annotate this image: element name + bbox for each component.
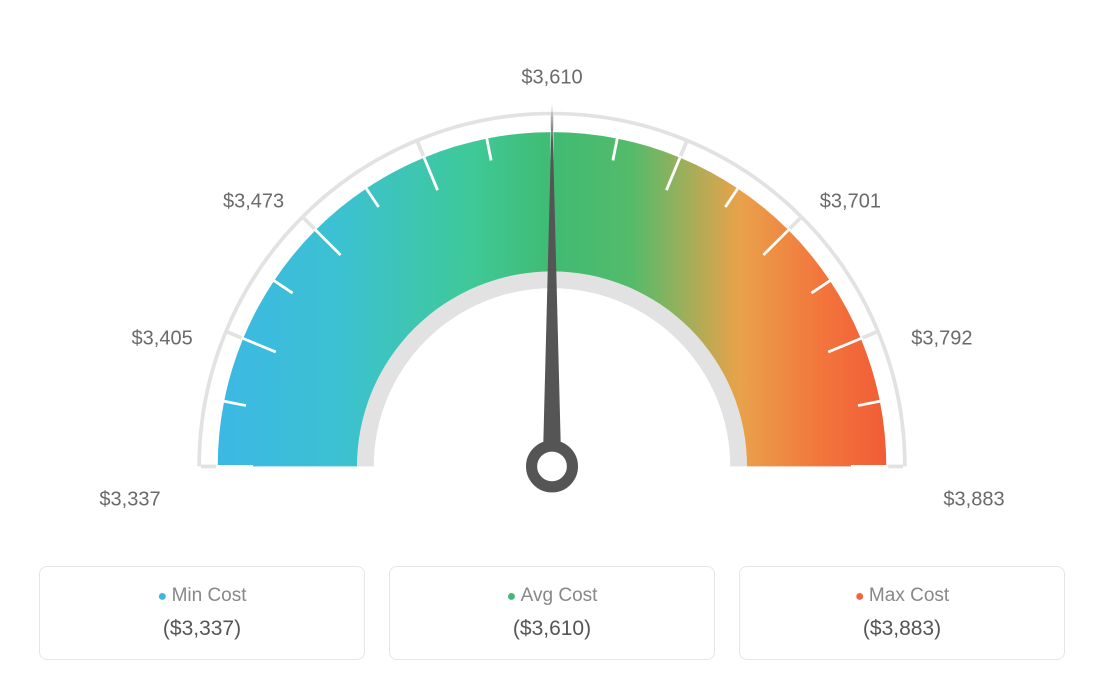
- max-cost-value: ($3,883): [768, 617, 1036, 641]
- min-cost-card: Min Cost ($3,337): [39, 566, 365, 660]
- max-cost-card: Max Cost ($3,883): [739, 566, 1065, 660]
- min-cost-title: Min Cost: [68, 585, 336, 607]
- gauge-tick-label: $3,337: [99, 489, 160, 512]
- avg-cost-card: Avg Cost ($3,610): [389, 566, 715, 660]
- gauge-tick-label: $3,610: [521, 67, 582, 90]
- gauge-tick-label: $3,883: [943, 489, 1004, 512]
- gauge-tick-label: $3,405: [132, 327, 193, 350]
- avg-cost-value: ($3,610): [418, 617, 686, 641]
- gauge-needle-hub: [532, 446, 573, 487]
- gauge-tick-label: $3,473: [223, 190, 284, 213]
- cost-gauge: $3,337 $3,405 $3,473 $3,610 $3,701 $3,792 $3,8…: [102, 30, 1002, 550]
- max-cost-title: Max Cost: [768, 585, 1036, 607]
- gauge-svg: [102, 30, 1002, 550]
- summary-cards: Min Cost ($3,337) Avg Cost ($3,610) Max …: [39, 566, 1065, 660]
- min-cost-value: ($3,337): [68, 617, 336, 641]
- gauge-tick-label: $3,792: [911, 327, 972, 350]
- gauge-tick-label: $3,701: [820, 190, 881, 213]
- avg-cost-title: Avg Cost: [418, 585, 686, 607]
